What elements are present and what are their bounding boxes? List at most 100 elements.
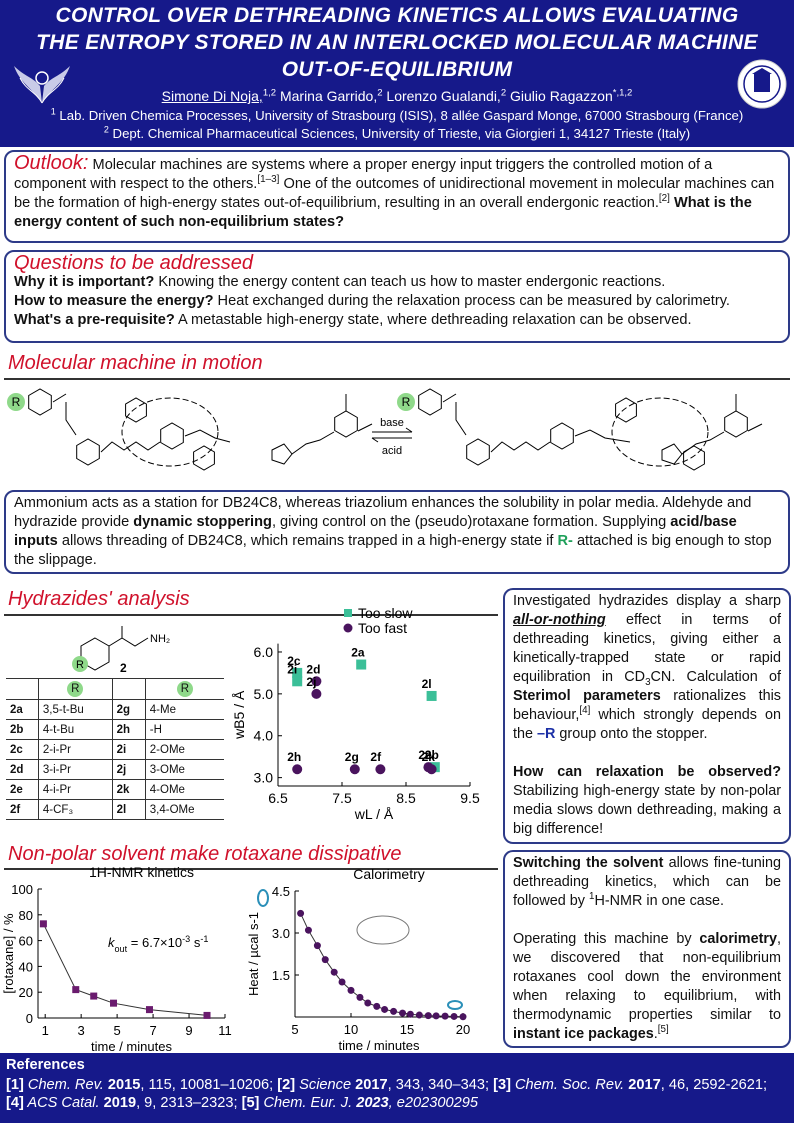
cell: R xyxy=(144,678,224,700)
data-point xyxy=(90,992,98,1000)
title-line: OUT-OF-EQUILIBRIUM xyxy=(281,58,513,81)
affiliation: 2 Dept. Chemical Pharmaceutical Sciences… xyxy=(0,125,794,141)
bond xyxy=(490,441,551,453)
text-run: How to measure the energy? xyxy=(14,293,214,309)
text-run: How can relaxation be observed? xyxy=(513,764,781,780)
x-axis-label: wL / Å xyxy=(354,806,394,822)
cell: 2h xyxy=(111,719,146,740)
text-run: [2] xyxy=(277,1077,296,1093)
question-line: How to measure the energy? Heat exchange… xyxy=(14,292,780,311)
cell: 2c xyxy=(6,739,39,760)
authors: Simone Di Noja,1,2 Marina Garrido,2 Lore… xyxy=(0,88,794,104)
ring xyxy=(193,445,215,471)
point-label: 2b xyxy=(425,748,439,762)
data-point xyxy=(292,764,303,775)
cell: 4-i-Pr xyxy=(37,779,113,800)
machine-description: Ammonium acts as a station for DB24C8, w… xyxy=(4,490,790,574)
data-point xyxy=(311,676,322,687)
title-line: THE ENTROPY STORED IN AN INTERLOCKED MOL… xyxy=(36,31,758,54)
text-run: What's a pre-requisite? xyxy=(14,312,175,328)
text-run: Chem. Rev. xyxy=(23,1077,108,1093)
point-label: 2l xyxy=(422,677,432,691)
y-tick-label: 20 xyxy=(19,985,33,1000)
legend-label: Too slow xyxy=(358,605,413,621)
text-run: Simone Di Noja, xyxy=(161,88,263,104)
data-point xyxy=(321,956,329,964)
references-text: [1] Chem. Rev. 2015, 115, 10081–10206; [… xyxy=(0,1074,794,1114)
text-run: Science xyxy=(295,1077,356,1093)
x-tick-label: 9 xyxy=(185,1023,192,1038)
data-point xyxy=(110,999,118,1007)
text-run: rationalizes this behaviour, xyxy=(513,688,781,723)
question-line: Why it is important? Knowing the energy … xyxy=(14,273,780,292)
x-tick-label: 7 xyxy=(149,1023,156,1038)
text-run: 2017 xyxy=(355,1077,388,1093)
text-run: CN. Calculation of xyxy=(650,669,781,685)
text-run: group onto the stopper. xyxy=(555,726,708,742)
x-tick-label: 15 xyxy=(400,1022,414,1037)
data-point xyxy=(338,978,346,986)
section-heading: Non-polar solvent make rotaxane dissipat… xyxy=(8,843,402,865)
isis-logo xyxy=(14,66,70,104)
data-point xyxy=(426,764,437,775)
text-run: H-NMR in one case. xyxy=(594,893,725,909)
bond xyxy=(574,429,631,443)
text-run: 2 xyxy=(500,87,507,99)
data-point xyxy=(381,1005,389,1013)
ring xyxy=(615,397,637,423)
table-row: 2b 4-t-Bu 2h -H xyxy=(6,719,224,740)
fit-line xyxy=(42,923,208,1016)
text-run: Ammonium acts as a station for DB24C8, w… xyxy=(14,495,752,530)
data-point xyxy=(373,1002,381,1010)
ring xyxy=(28,388,52,416)
section-rule xyxy=(4,868,498,870)
cell: 2g xyxy=(111,699,146,720)
r-label: R xyxy=(402,395,411,409)
paragraph: Operating this machine by calorimetry, w… xyxy=(513,930,781,1044)
point-label: 2a xyxy=(351,646,365,660)
x-tick-label: 7.5 xyxy=(332,790,352,806)
data-point xyxy=(399,1009,407,1017)
x-tick-label: 9.5 xyxy=(460,790,480,806)
text-run: R- xyxy=(557,533,573,549)
legend-label: Too fast xyxy=(358,620,407,636)
ring xyxy=(334,410,358,438)
x-tick-label: 20 xyxy=(456,1022,470,1037)
point-label: 2k xyxy=(422,750,436,764)
data-point xyxy=(297,909,305,917)
data-point xyxy=(72,986,80,994)
text-run: Heat exchanged during the relaxation pro… xyxy=(213,293,730,309)
text-run: H-NMR kinetics xyxy=(97,864,194,880)
data-point xyxy=(424,1012,432,1020)
text-run: 2 xyxy=(377,87,383,99)
data-point xyxy=(426,690,437,701)
point-label: 2c xyxy=(287,654,301,668)
y-tick-label: 1.5 xyxy=(272,968,290,983)
y-axis-label: [rotaxane] / % xyxy=(1,913,16,994)
bond xyxy=(100,441,161,453)
text-run: Outlook: xyxy=(14,152,89,174)
question-text: How can relaxation be observed? Stabiliz… xyxy=(513,763,781,839)
r-label: R xyxy=(12,395,21,409)
data-point xyxy=(292,667,303,678)
text-run: One of the outcomes of unidirectional mo… xyxy=(14,176,775,211)
ring xyxy=(160,422,184,450)
cell: R xyxy=(37,678,113,700)
data-point xyxy=(364,999,372,1007)
data-point xyxy=(349,764,360,775)
text-run: allows fine-tuning dethreading kinetics,… xyxy=(513,855,781,909)
y-tick-label: 4.5 xyxy=(272,884,290,899)
text-run: ACS Catal. xyxy=(23,1095,104,1111)
substituent-table: R R 2a 3,5-t-Bu 2g 4-Me 2b 4-t-Bu 2h -H 2c 2-i-Pr… xyxy=(6,678,224,820)
text-run: [4] xyxy=(579,705,591,717)
y-tick-label: 60 xyxy=(19,934,33,949)
r-group xyxy=(397,393,415,411)
r-group xyxy=(72,656,88,672)
crown-ether xyxy=(121,397,219,467)
bond xyxy=(184,429,231,443)
text-run: which strongly depends on the xyxy=(513,707,781,742)
text-run: Dept. Chemical Pharmaceutical Sciences, … xyxy=(108,126,691,141)
ring xyxy=(76,438,100,466)
text-run: , 9, 2313–2323; xyxy=(136,1095,242,1111)
